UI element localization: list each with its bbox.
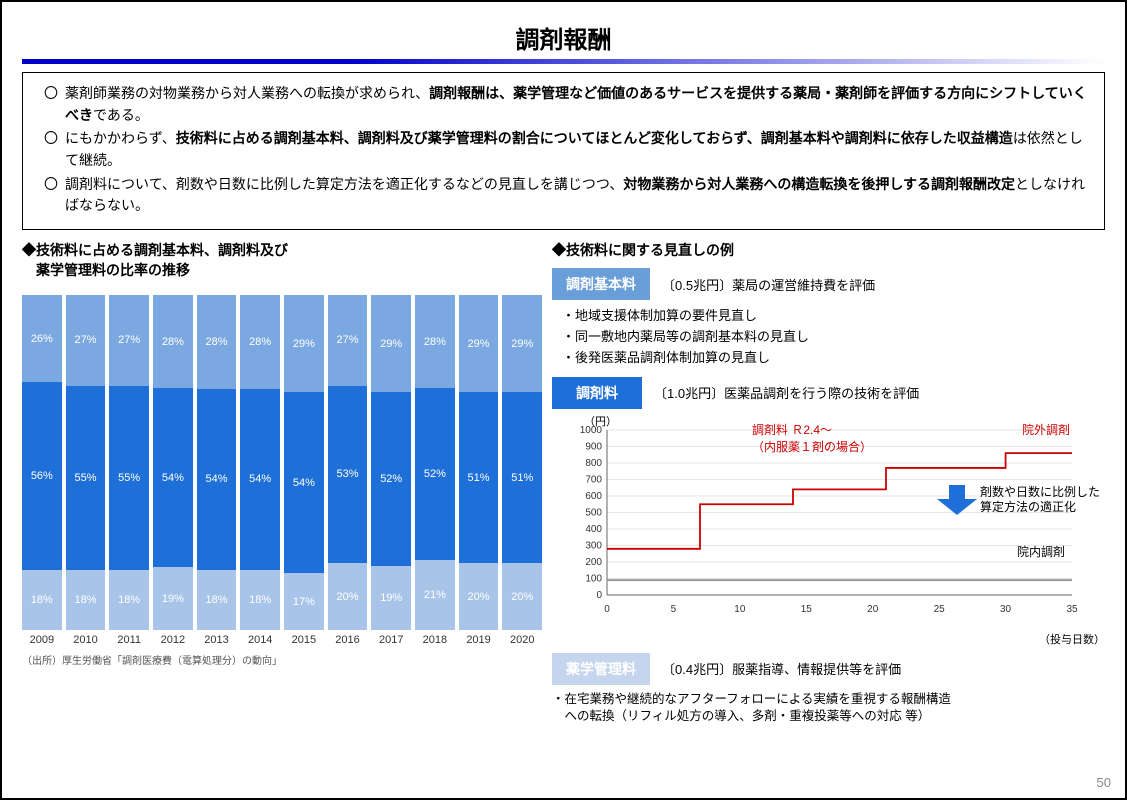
- left-subhead: ◆技術料に占める調剤基本料、調剤料及び 薬学管理料の比率の推移: [22, 240, 542, 280]
- chart-source: （出所）厚生労働省「調剤医療費（電算処理分）の動向」: [22, 652, 542, 667]
- page-title: 調剤報酬: [22, 12, 1105, 59]
- sub-bullets: ・地域支援体制加算の要件見直し・同一敷地内薬局等の調剤基本料の見直し・後発医薬品…: [562, 306, 1105, 368]
- tag-chouzai-ryo: 調剤料: [552, 377, 642, 409]
- svg-text:900: 900: [585, 441, 602, 452]
- svg-text:100: 100: [585, 573, 602, 584]
- svg-text:200: 200: [585, 557, 602, 568]
- title-gradient-bar: [22, 59, 1105, 64]
- red-title: 調剤料 Ｒ2.4～ （内服薬１剤の場合）: [752, 421, 872, 455]
- svg-text:600: 600: [585, 491, 602, 502]
- tag-desc-0: 〔0.5兆円〕薬局の運営維持費を評価: [662, 275, 875, 294]
- svg-text:300: 300: [585, 540, 602, 551]
- gray-label-inside: 院内調剤: [1017, 543, 1065, 560]
- tag-chouzai-kihon: 調剤基本料: [552, 268, 650, 300]
- line-chart: （円） 010020030040050060070080090010000510…: [552, 415, 1105, 645]
- tag-row-0: 調剤基本料 〔0.5兆円〕薬局の運営維持費を評価: [552, 268, 1105, 300]
- svg-text:25: 25: [934, 604, 946, 615]
- svg-text:10: 10: [734, 604, 746, 615]
- stacked-bar-chart: 18%56%26%200918%55%27%201018%55%27%20111…: [22, 286, 542, 686]
- svg-text:30: 30: [1000, 604, 1012, 615]
- footer-note: ・在宅業務や継続的なアフターフォローによる実績を重視する報酬構造 への転換（リフ…: [552, 691, 1105, 726]
- svg-text:800: 800: [585, 458, 602, 469]
- svg-text:700: 700: [585, 474, 602, 485]
- tag-row-2: 薬学管理料 〔0.4兆円〕服薬指導、情報提供等を評価: [552, 653, 1105, 685]
- arrow-down-icon: [937, 485, 977, 515]
- page-number: 50: [1097, 775, 1111, 790]
- svg-text:5: 5: [671, 604, 677, 615]
- svg-text:400: 400: [585, 524, 602, 535]
- tag-desc-2: 〔0.4兆円〕服薬指導、情報提供等を評価: [662, 659, 901, 678]
- summary-box: 〇薬剤師業務の対物業務から対人業務への転換が求められ、調剤報酬は、薬学管理など価…: [22, 72, 1105, 230]
- svg-text:0: 0: [596, 590, 602, 601]
- x-axis-label: （投与日数）: [1039, 631, 1105, 647]
- tag-desc-1: 〔1.0兆円〕医薬品調剤を行う際の技術を評価: [654, 383, 919, 402]
- svg-text:15: 15: [801, 604, 813, 615]
- svg-text:20: 20: [867, 604, 879, 615]
- svg-text:35: 35: [1066, 604, 1078, 615]
- svg-text:500: 500: [585, 507, 602, 518]
- tag-row-1: 調剤料 〔1.0兆円〕医薬品調剤を行う際の技術を評価: [552, 377, 1105, 409]
- svg-text:1000: 1000: [580, 425, 603, 436]
- arrow-annotation: 剤数や日数に比例した算定方法の適正化: [980, 485, 1100, 516]
- right-subhead: ◆技術料に関する見直しの例: [552, 240, 1105, 260]
- svg-text:0: 0: [604, 604, 610, 615]
- red-label-outside: 院外調剤: [1022, 421, 1070, 438]
- tag-yakugaku-kanri: 薬学管理料: [552, 653, 650, 685]
